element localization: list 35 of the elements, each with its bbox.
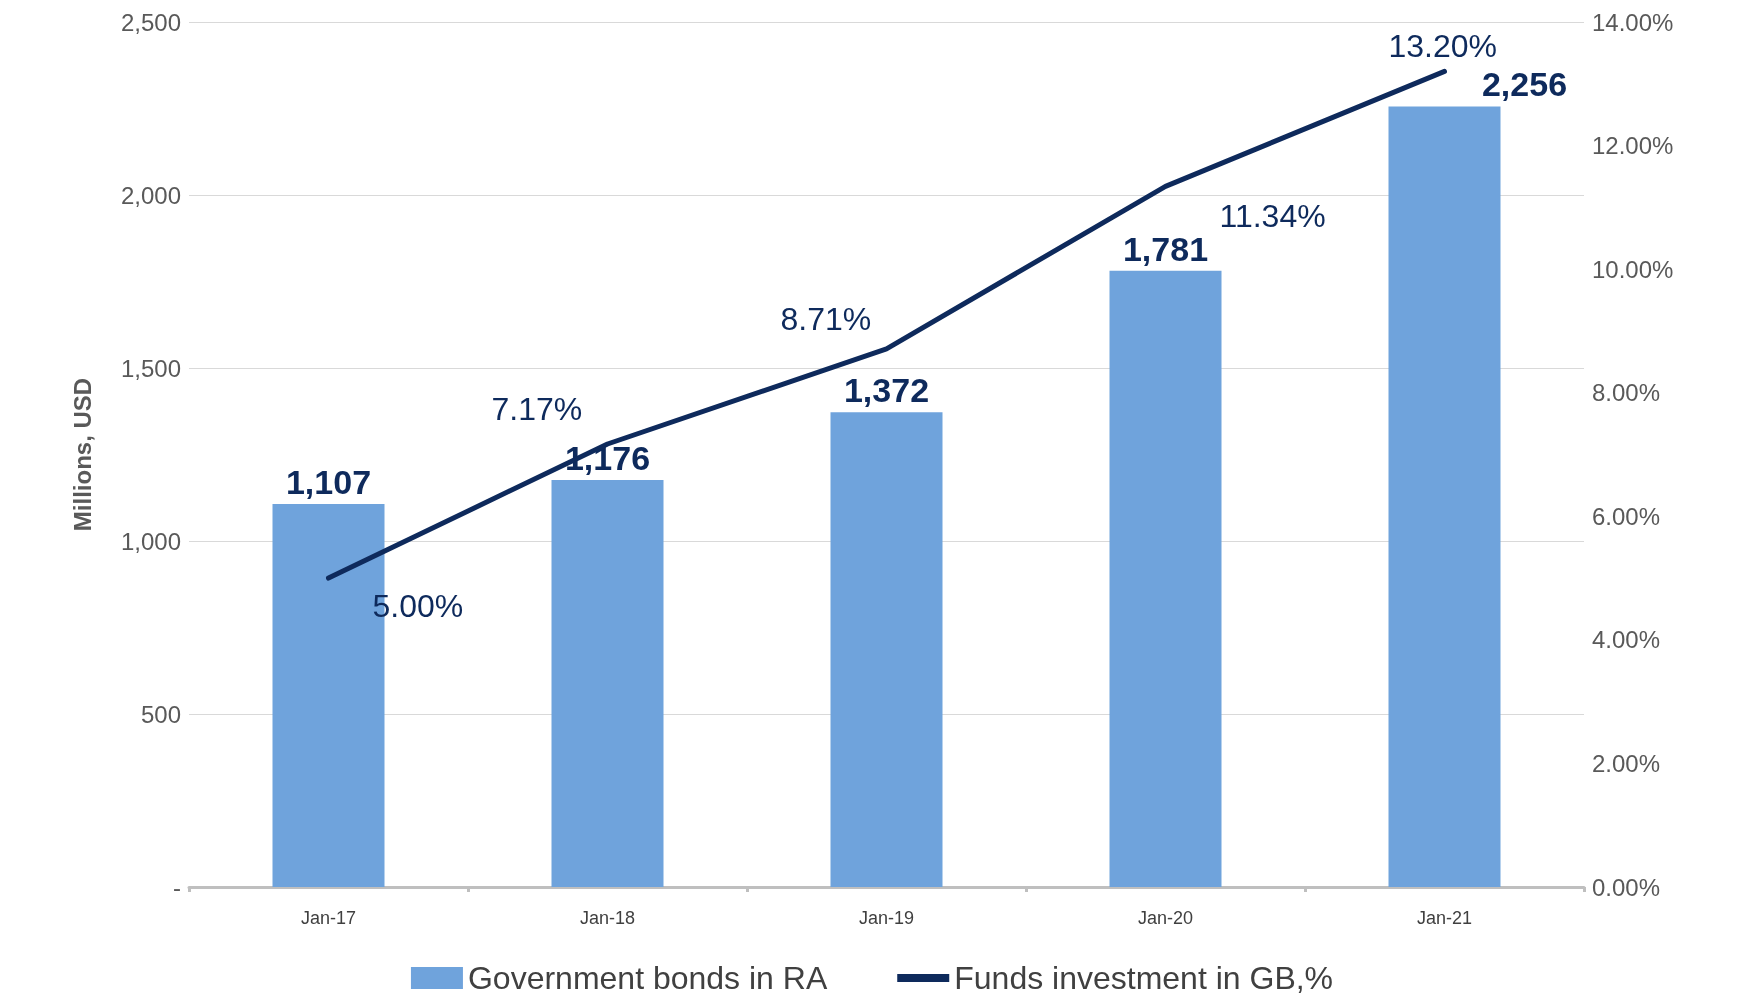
y2-tick-label: 0.00% [1592, 873, 1661, 901]
legend-label: Government bonds in RA [467, 960, 828, 996]
y-tick-label: - [173, 873, 181, 901]
x-tick-label: Jan-20 [1137, 908, 1194, 928]
y2-tick-label: 12.00% [1592, 132, 1674, 160]
data-label: 11.34% [1219, 198, 1326, 235]
bar [1388, 106, 1501, 887]
y-tick-label: 2,500 [120, 8, 181, 36]
data-label: 2,256 [1481, 65, 1568, 104]
y2-tick-label: 10.00% [1592, 255, 1674, 283]
y-tick-label: 2,000 [120, 181, 181, 209]
legend-label: Funds investment in GB,% [954, 960, 1334, 996]
data-label: 7.17% [491, 391, 583, 427]
y-tick-label: 1,500 [120, 354, 181, 382]
y2-tick-label: 14.00% [1592, 8, 1674, 36]
x-tick-label: Jan-21 [1416, 908, 1473, 928]
data-label: 1,176 [564, 439, 651, 478]
bar [551, 480, 664, 887]
y-tick-label: 500 [140, 700, 181, 728]
data-label: 13.20% [1388, 28, 1498, 65]
y2-tick-label: 8.00% [1592, 379, 1661, 407]
x-tick-label: Jan-18 [579, 908, 636, 928]
x-tick-label: Jan-19 [858, 908, 915, 928]
data-label: 8.71% [780, 300, 872, 337]
y2-tick-label: 4.00% [1592, 626, 1661, 654]
y2-tick-label: 6.00% [1592, 502, 1661, 530]
data-label: 1,107 [285, 462, 372, 501]
y2-tick-label: 2.00% [1592, 749, 1661, 777]
x-tick-label: Jan-17 [300, 908, 357, 928]
y-tick-label: 1,000 [120, 527, 181, 555]
y-axis-title: Millions, USD [68, 377, 96, 532]
bar [1109, 270, 1222, 887]
data-label: 1,781 [1122, 229, 1209, 268]
data-label: 1,372 [843, 371, 930, 410]
bar [830, 412, 943, 887]
